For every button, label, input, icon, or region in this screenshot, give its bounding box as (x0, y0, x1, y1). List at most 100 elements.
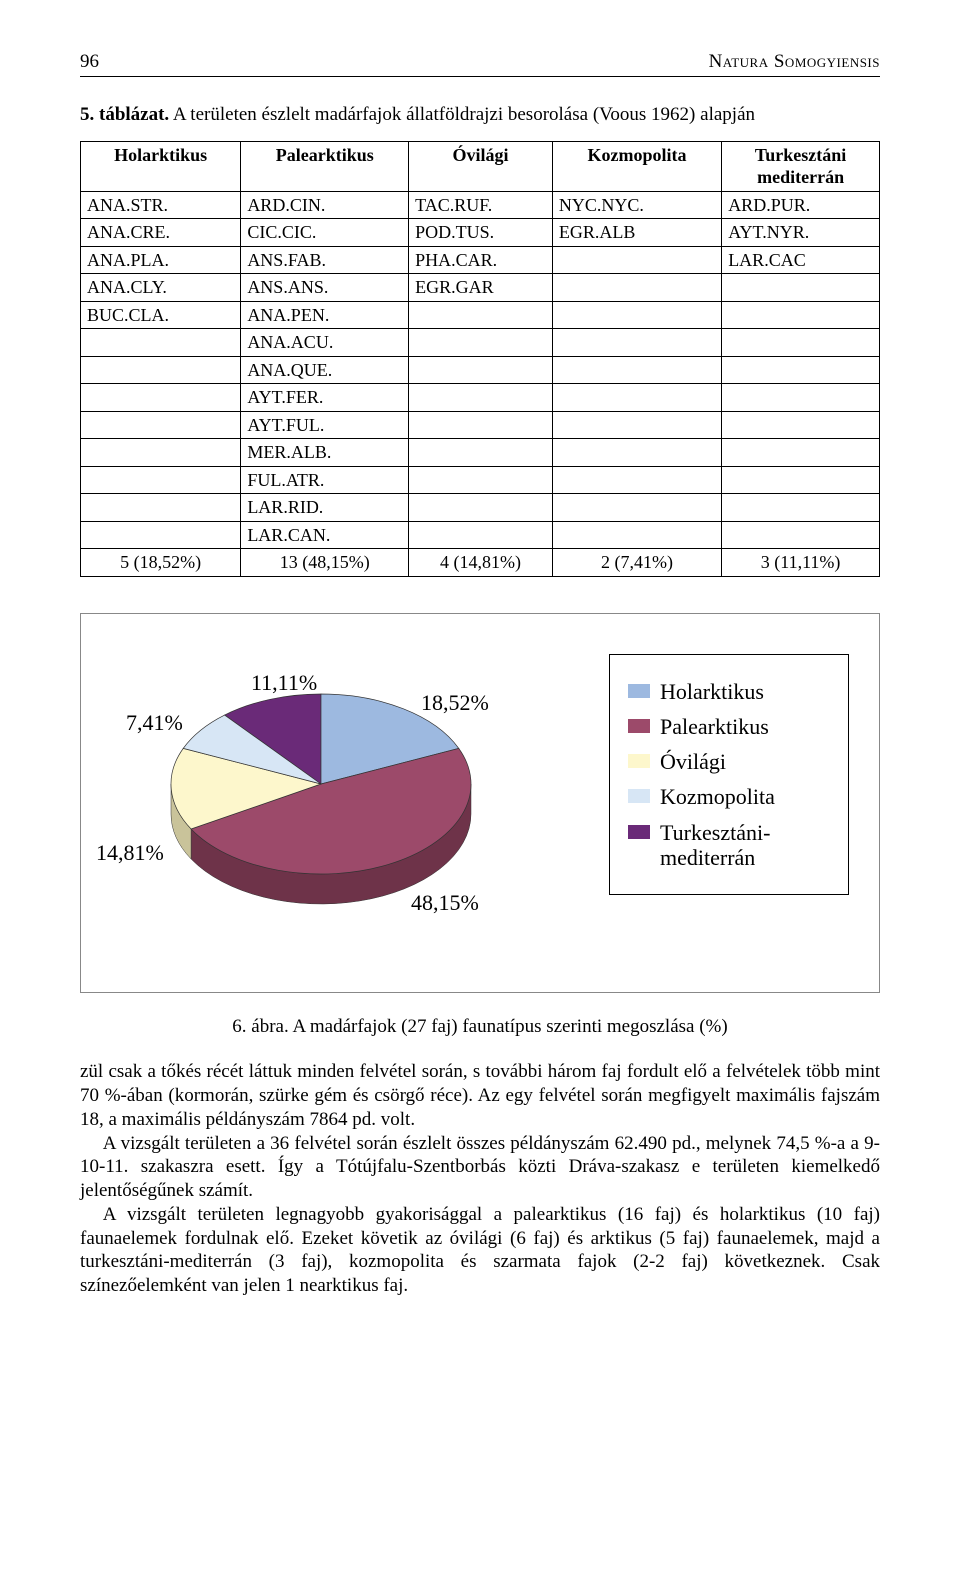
table-footer-cell: 13 (48,15%) (241, 549, 409, 577)
legend-item: Óvilági (628, 749, 830, 774)
table-cell: AYT.FER. (241, 384, 409, 412)
table-row: ANA.ACU. (81, 329, 880, 357)
table-caption-text: A területen észlelt madárfajok állatföld… (169, 104, 755, 125)
table-header: Kozmopolita (552, 141, 721, 191)
legend-swatch (628, 754, 650, 768)
table-cell (722, 329, 880, 357)
table-cell: ANA.PLA. (81, 246, 241, 274)
table-cell: ANA.PEN. (241, 301, 409, 329)
body-paragraph: A vizsgált területen a 36 felvétel során… (80, 1132, 880, 1203)
table-header: Holarktikus (81, 141, 241, 191)
pie-slice-label: 48,15% (411, 889, 479, 917)
table-row: ANA.QUE. (81, 356, 880, 384)
table-row: ANA.STR.ARD.CIN.TAC.RUF.NYC.NYC.ARD.PUR. (81, 191, 880, 219)
table-cell (81, 494, 241, 522)
table-row: FUL.ATR. (81, 466, 880, 494)
table-cell (552, 384, 721, 412)
table-row: LAR.RID. (81, 494, 880, 522)
legend-label: Holarktikus (660, 679, 764, 704)
table-cell: ANS.ANS. (241, 274, 409, 302)
table-cell: MER.ALB. (241, 439, 409, 467)
pie-slice-label: 18,52% (421, 689, 489, 717)
table-cell (81, 411, 241, 439)
zoogeographic-table: HolarktikusPalearktikusÓvilágiKozmopolit… (80, 141, 880, 577)
table-cell (409, 411, 553, 439)
table-cell: ANA.CRE. (81, 219, 241, 247)
table-cell (722, 439, 880, 467)
table-cell: PHA.CAR. (409, 246, 553, 274)
table-row: LAR.CAN. (81, 521, 880, 549)
table-cell: LAR.CAC (722, 246, 880, 274)
table-header: Óvilági (409, 141, 553, 191)
table-cell (552, 494, 721, 522)
figure-caption: 6. ábra. A madárfajok (27 faj) faunatípu… (80, 1015, 880, 1039)
table-cell (722, 384, 880, 412)
table-cell (409, 494, 553, 522)
table-cell (409, 439, 553, 467)
table-header: Palearktikus (241, 141, 409, 191)
legend-label: Turkesztáni-mediterrán (660, 820, 770, 871)
table-cell (409, 329, 553, 357)
table-cell (722, 356, 880, 384)
legend-label: Palearktikus (660, 714, 769, 739)
table-row: ANA.PLA.ANS.FAB.PHA.CAR. LAR.CAC (81, 246, 880, 274)
table-cell (81, 466, 241, 494)
legend-swatch (628, 719, 650, 733)
table-row: MER.ALB. (81, 439, 880, 467)
pie-slice-label: 7,41% (126, 709, 183, 737)
pie-slice-label: 14,81% (96, 839, 164, 867)
body-text: zül csak a tőkés récét láttuk minden fel… (80, 1060, 880, 1298)
table-row: AYT.FER. (81, 384, 880, 412)
table-cell (81, 384, 241, 412)
table-cell: ANA.ACU. (241, 329, 409, 357)
table-cell (552, 301, 721, 329)
table-caption: 5. táblázat. A területen észlelt madárfa… (80, 103, 880, 127)
body-paragraph: A vizsgált területen legnagyobb gyakoris… (80, 1203, 880, 1298)
table-cell (722, 521, 880, 549)
legend-item: Turkesztáni-mediterrán (628, 820, 830, 871)
legend-label: Óvilági (660, 749, 726, 774)
table-row: ANA.CRE.CIC.CIC.POD.TUS.EGR.ALBAYT.NYR. (81, 219, 880, 247)
table-cell: FUL.ATR. (241, 466, 409, 494)
legend-item: Kozmopolita (628, 784, 830, 809)
body-paragraph: zül csak a tőkés récét láttuk minden fel… (80, 1060, 880, 1131)
table-cell: AYT.FUL. (241, 411, 409, 439)
table-footer-cell: 5 (18,52%) (81, 549, 241, 577)
table-caption-prefix: 5. táblázat. (80, 104, 169, 125)
table-cell (552, 246, 721, 274)
table-cell (552, 411, 721, 439)
legend-item: Holarktikus (628, 679, 830, 704)
table-cell: BUC.CLA. (81, 301, 241, 329)
legend-item: Palearktikus (628, 714, 830, 739)
table-cell (81, 356, 241, 384)
table-cell: ANS.FAB. (241, 246, 409, 274)
legend-swatch (628, 684, 650, 698)
table-cell: ANA.QUE. (241, 356, 409, 384)
table-cell (552, 521, 721, 549)
table-cell (409, 521, 553, 549)
table-footer-cell: 3 (11,11%) (722, 549, 880, 577)
table-cell: AYT.NYR. (722, 219, 880, 247)
table-cell (552, 356, 721, 384)
table-cell: POD.TUS. (409, 219, 553, 247)
table-row: AYT.FUL. (81, 411, 880, 439)
table-cell (552, 274, 721, 302)
table-cell: ANA.CLY. (81, 274, 241, 302)
legend-swatch (628, 825, 650, 839)
table-cell: CIC.CIC. (241, 219, 409, 247)
page-header: 96 Natura Somogyiensis (80, 50, 880, 77)
table-cell (409, 384, 553, 412)
pie-slice-label: 11,11% (251, 669, 317, 697)
table-cell (81, 521, 241, 549)
table-header: Turkesztánimediterrán (722, 141, 880, 191)
legend-label: Kozmopolita (660, 784, 775, 809)
table-row: BUC.CLA.ANA.PEN. (81, 301, 880, 329)
table-row: ANA.CLY.ANS.ANS.EGR.GAR (81, 274, 880, 302)
table-cell (552, 466, 721, 494)
table-cell: LAR.RID. (241, 494, 409, 522)
table-cell: TAC.RUF. (409, 191, 553, 219)
page-number: 96 (80, 50, 99, 74)
table-cell (409, 466, 553, 494)
table-cell: EGR.ALB (552, 219, 721, 247)
running-head: Natura Somogyiensis (709, 50, 880, 74)
